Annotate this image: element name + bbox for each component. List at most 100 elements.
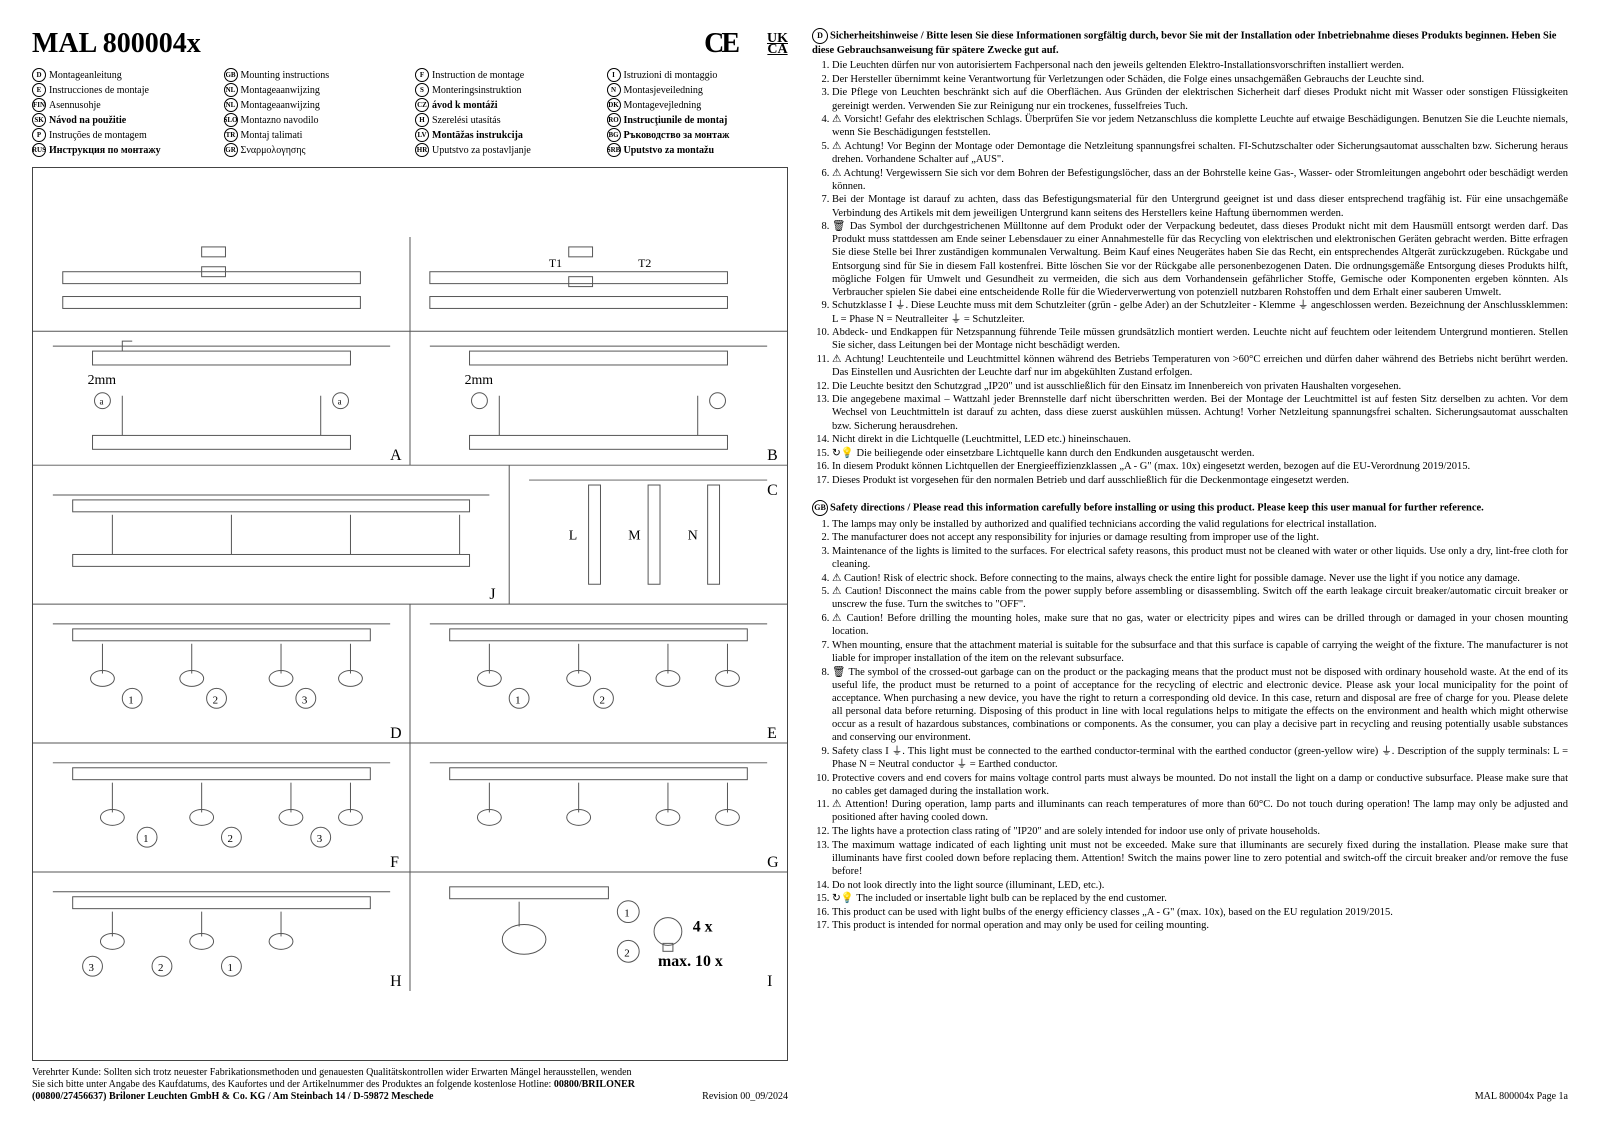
svg-text:4 x: 4 x (693, 918, 713, 935)
en-instructions: The lamps may only be installed by autho… (812, 518, 1568, 933)
lang-item: FInstruction de montage (415, 68, 597, 82)
svg-text:I: I (767, 973, 772, 990)
instruction-item: The maximum wattage indicated of each li… (832, 839, 1568, 878)
de-instructions: Die Leuchten dürfen nur von autorisierte… (812, 59, 1568, 488)
en-code-icon: GB (812, 500, 828, 516)
lang-label: Σναρμολογησης (241, 145, 306, 156)
svg-text:a: a (338, 397, 342, 407)
svg-text:1: 1 (515, 694, 520, 706)
instruction-item: ⚠ Achtung! Leuchtenteile und Leuchtmitte… (832, 353, 1568, 379)
lang-label: Monteringsinstruktion (432, 85, 521, 96)
svg-text:2mm: 2mm (465, 373, 494, 388)
instruction-item: In diesem Produkt können Lichtquellen de… (832, 460, 1568, 473)
lang-item: TRMontaj talimati (224, 128, 406, 142)
lang-code-icon: HR (415, 143, 429, 157)
instruction-item: Die Leuchte besitzt den Schutzgrad „IP20… (832, 380, 1568, 393)
lang-item: SKNávod na použitie (32, 113, 214, 127)
lang-item: SRBUputstvo za montažu (607, 143, 789, 157)
lang-item: IIstruzioni di montaggio (607, 68, 789, 82)
lang-code-icon: I (607, 68, 621, 82)
lang-label: Montazno navodilo (241, 115, 319, 126)
svg-text:J: J (489, 586, 495, 603)
instruction-item: The lamps may only be installed by autho… (832, 518, 1568, 531)
assembly-diagram: T1 T2 a a 2mm 2mm (32, 167, 788, 1061)
lang-label: Asennusohje (49, 100, 101, 111)
lang-item: HSzerelési utasítás (415, 113, 597, 127)
lang-code-icon: SK (32, 113, 46, 127)
svg-text:F: F (390, 854, 399, 871)
lang-label: Uputstvo za montažu (624, 145, 715, 156)
instruction-item: Safety class I ⏚. This light must be con… (832, 745, 1568, 771)
lang-label: Montāžas instrukcija (432, 130, 523, 141)
lang-code-icon: DK (607, 98, 621, 112)
instruction-item: ⚠ Caution! Risk of electric shock. Befor… (832, 572, 1568, 585)
svg-text:B: B (767, 447, 778, 464)
svg-text:3: 3 (317, 833, 323, 845)
svg-text:3: 3 (89, 962, 95, 974)
lang-item: EInstrucciones de montaje (32, 83, 214, 97)
ce-mark: CE (704, 28, 737, 60)
lang-code-icon: F (415, 68, 429, 82)
lang-code-icon: P (32, 128, 46, 142)
svg-text:2: 2 (158, 962, 163, 974)
instruction-item: Die angegebene maximal – Wattzahl jeder … (832, 393, 1568, 432)
instruction-item: Die Pflege von Leuchten beschränkt sich … (832, 86, 1568, 112)
instruction-item: Bei der Montage ist darauf zu achten, da… (832, 193, 1568, 219)
svg-text:H: H (390, 973, 401, 990)
lang-code-icon: NL (224, 98, 238, 112)
instruction-item: Maintenance of the lights is limited to … (832, 545, 1568, 571)
lang-item: NMontasjeveiledning (607, 83, 789, 97)
footer-left: Verehrter Kunde: Sollten sich trotz neue… (32, 1067, 788, 1103)
lang-item: NLMontageaanwijzing (224, 83, 406, 97)
svg-text:C: C (767, 482, 778, 499)
lang-code-icon: SLO (224, 113, 238, 127)
lang-code-icon: GR (224, 143, 238, 157)
lang-label: Mounting instructions (241, 70, 330, 81)
instruction-item: 🗑 The symbol of the crossed-out garbage … (832, 666, 1568, 745)
svg-text:1: 1 (624, 908, 629, 920)
lang-code-icon: RUS (32, 143, 46, 157)
lang-code-icon: H (415, 113, 429, 127)
svg-text:D: D (390, 725, 401, 742)
instruction-item: Die Leuchten dürfen nur von autorisierte… (832, 59, 1568, 72)
lang-label: Montageaanwijzing (241, 85, 320, 96)
svg-text:M: M (628, 529, 640, 544)
lang-label: Montageanleitung (49, 70, 122, 81)
lang-label: Montasjeveiledning (624, 85, 703, 96)
de-code-icon: D (812, 28, 828, 44)
lang-label: Ръководство за монтаж (624, 130, 730, 141)
ukca-mark: UK CA (767, 33, 788, 55)
lang-label: Instruções de montagem (49, 130, 147, 141)
svg-text:2: 2 (227, 833, 232, 845)
lang-code-icon: GB (224, 68, 238, 82)
footer-right: MAL 800004x Page 1a (812, 1083, 1568, 1104)
lang-label: Uputstvo za postavljanje (432, 145, 531, 156)
lang-item: SLOMontazno navodilo (224, 113, 406, 127)
instruction-item: Do not look directly into the light sour… (832, 879, 1568, 892)
svg-text:T1: T1 (549, 256, 562, 270)
instruction-item: 🗑 Das Symbol der durchgestrichenen Müllt… (832, 220, 1568, 299)
lang-item: ROInstrucţiunile de montaj (607, 113, 789, 127)
lang-code-icon: FIN (32, 98, 46, 112)
lang-label: Instrucciones de montaje (49, 85, 149, 96)
lang-code-icon: CZ (415, 98, 429, 112)
instruction-item: The manufacturer does not accept any res… (832, 531, 1568, 544)
instruction-item: ⚠ Achtung! Vergewissern Sie sich vor dem… (832, 167, 1568, 193)
svg-text:L: L (569, 529, 577, 544)
product-title: MAL 800004x (32, 28, 201, 60)
lang-code-icon: LV (415, 128, 429, 142)
lang-item: GBMounting instructions (224, 68, 406, 82)
lang-item: GRΣναρμολογησης (224, 143, 406, 157)
svg-text:2: 2 (213, 694, 218, 706)
instruction-item: ⚠ Caution! Disconnect the mains cable fr… (832, 585, 1568, 611)
lang-item: CZávod k montáži (415, 98, 597, 112)
svg-text:max. 10 x: max. 10 x (658, 953, 723, 970)
instruction-item: Der Hersteller übernimmt keine Verantwor… (832, 73, 1568, 86)
lang-item: PInstruções de montagem (32, 128, 214, 142)
lang-code-icon: RO (607, 113, 621, 127)
de-heading: DSicherheitshinweise / Bitte lesen Sie d… (812, 28, 1568, 57)
svg-text:1: 1 (143, 833, 148, 845)
lang-item: LVMontāžas instrukcija (415, 128, 597, 142)
lang-item: RUSИнструкция по монтажу (32, 143, 214, 157)
lang-code-icon: N (607, 83, 621, 97)
